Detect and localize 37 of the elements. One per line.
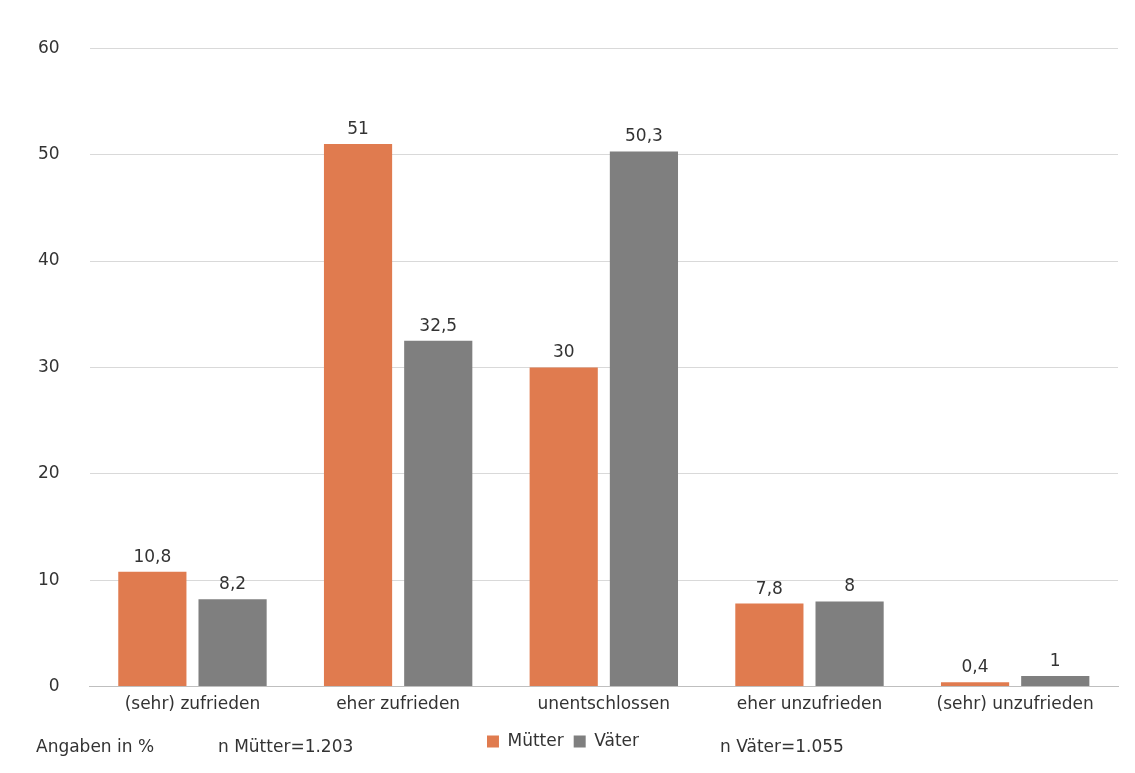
text: n Väter=1.055 xyxy=(720,736,844,756)
bar xyxy=(940,682,1010,687)
bar xyxy=(529,367,598,687)
data-label: 8,2 xyxy=(219,573,247,594)
x-tick-label: eher zufrieden xyxy=(336,693,461,714)
y-tick-label: 60 xyxy=(37,36,60,57)
bar xyxy=(1021,675,1090,687)
data-label: 32,5 xyxy=(419,314,458,335)
data-label: 8 xyxy=(844,575,856,596)
data-label: 30 xyxy=(552,341,575,362)
y-tick-label: 10 xyxy=(37,568,60,589)
y-tick-label: 40 xyxy=(37,249,60,270)
legend-label: Mütter xyxy=(507,729,564,750)
x-tick-label: unentschlossen xyxy=(537,693,671,714)
data-label: 50,3 xyxy=(624,125,663,146)
y-tick-label: 30 xyxy=(37,355,60,376)
x-tick-label: (sehr) unzufrieden xyxy=(936,693,1094,714)
y-tick-label: 20 xyxy=(37,462,60,483)
data-label: 1 xyxy=(1049,649,1061,670)
text: n Mütter=1.203 xyxy=(218,736,354,756)
bar xyxy=(815,601,884,687)
y-tick-label: 50 xyxy=(37,143,60,164)
y-tick-label: 0 xyxy=(48,675,60,696)
bar xyxy=(404,340,473,687)
data-label: 0,4 xyxy=(961,656,989,677)
bar xyxy=(198,599,267,687)
legend-label: Väter xyxy=(594,729,640,750)
bar xyxy=(735,603,804,687)
bar xyxy=(323,143,393,687)
data-label: 51 xyxy=(347,117,369,138)
x-tick-label: (sehr) zufrieden xyxy=(124,693,261,714)
text: Angaben in % xyxy=(36,736,155,756)
data-label: 10,8 xyxy=(133,545,172,566)
x-tick-label: eher unzufrieden xyxy=(736,693,883,714)
bar xyxy=(609,151,679,687)
bar xyxy=(118,571,187,687)
data-label: 7,8 xyxy=(755,577,783,598)
